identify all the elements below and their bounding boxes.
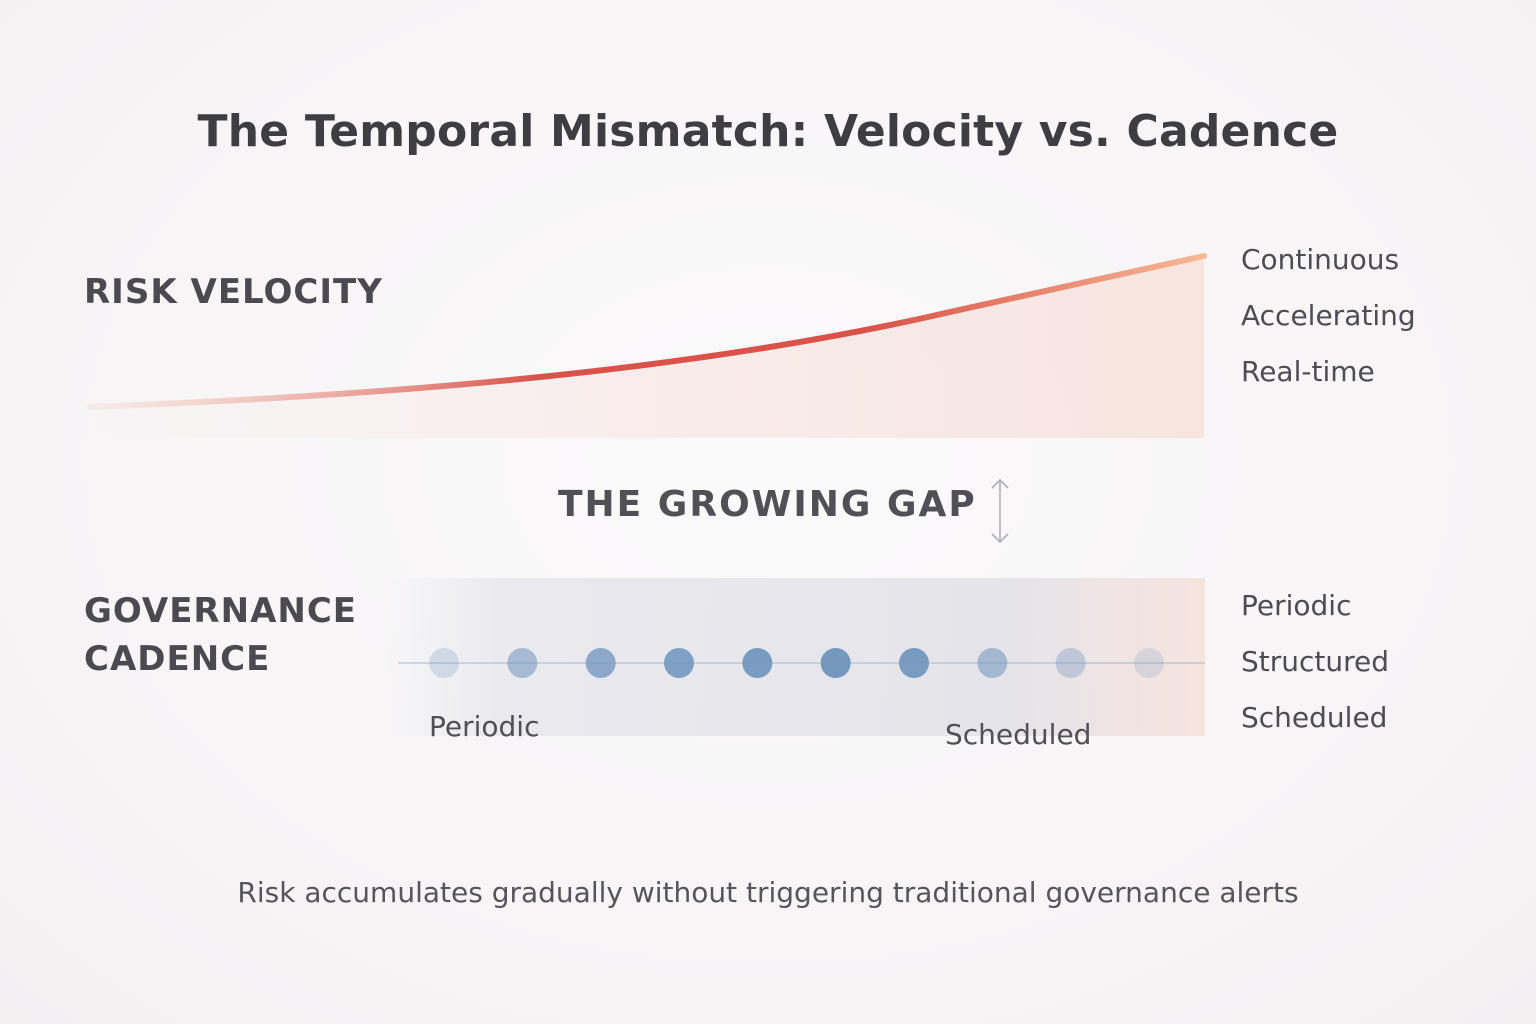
velocity-traits: Continuous Accelerating Real-time [1241, 232, 1416, 400]
cadence-dot [507, 648, 538, 678]
risk-velocity-label: RISK VELOCITY [84, 272, 383, 312]
cadence-dot [820, 648, 851, 678]
cadence-trait-scheduled: Scheduled [1241, 701, 1388, 734]
cadence-dot [1055, 648, 1086, 678]
cadence-dot [429, 648, 459, 678]
cadence-dots [429, 648, 1164, 678]
cadence-dot [977, 648, 1008, 678]
page-title: The Temporal Mismatch: Velocity vs. Cade… [197, 106, 1339, 157]
cadence-trait-periodic: Periodic [1241, 589, 1352, 622]
dot-caption-scheduled: Scheduled [945, 718, 1092, 751]
cadence-dot [585, 648, 616, 678]
cadence-dot [742, 648, 773, 678]
dot-caption-periodic: Periodic [429, 710, 540, 743]
governance-cadence-line2: CADENCE [84, 639, 271, 679]
cadence-dot [1134, 648, 1164, 678]
velocity-trait-continuous: Continuous [1241, 243, 1400, 276]
governance-cadence-label: GOVERNANCE CADENCE [84, 587, 357, 683]
cadence-trait-structured: Structured [1241, 645, 1390, 678]
footer-note: Risk accumulates gradually without trigg… [237, 876, 1299, 909]
cadence-dot [664, 648, 694, 678]
velocity-curve [87, 253, 1207, 410]
velocity-trait-real-time: Real-time [1241, 355, 1375, 388]
governance-cadence-line1: GOVERNANCE [84, 591, 358, 631]
growing-gap-label: THE GROWING GAP [558, 484, 977, 525]
double-arrow-vertical-icon [991, 478, 1009, 544]
cadence-dot [899, 648, 929, 678]
cadence-traits: Periodic Structured Scheduled [1241, 578, 1389, 746]
velocity-trait-accelerating: Accelerating [1241, 299, 1416, 332]
